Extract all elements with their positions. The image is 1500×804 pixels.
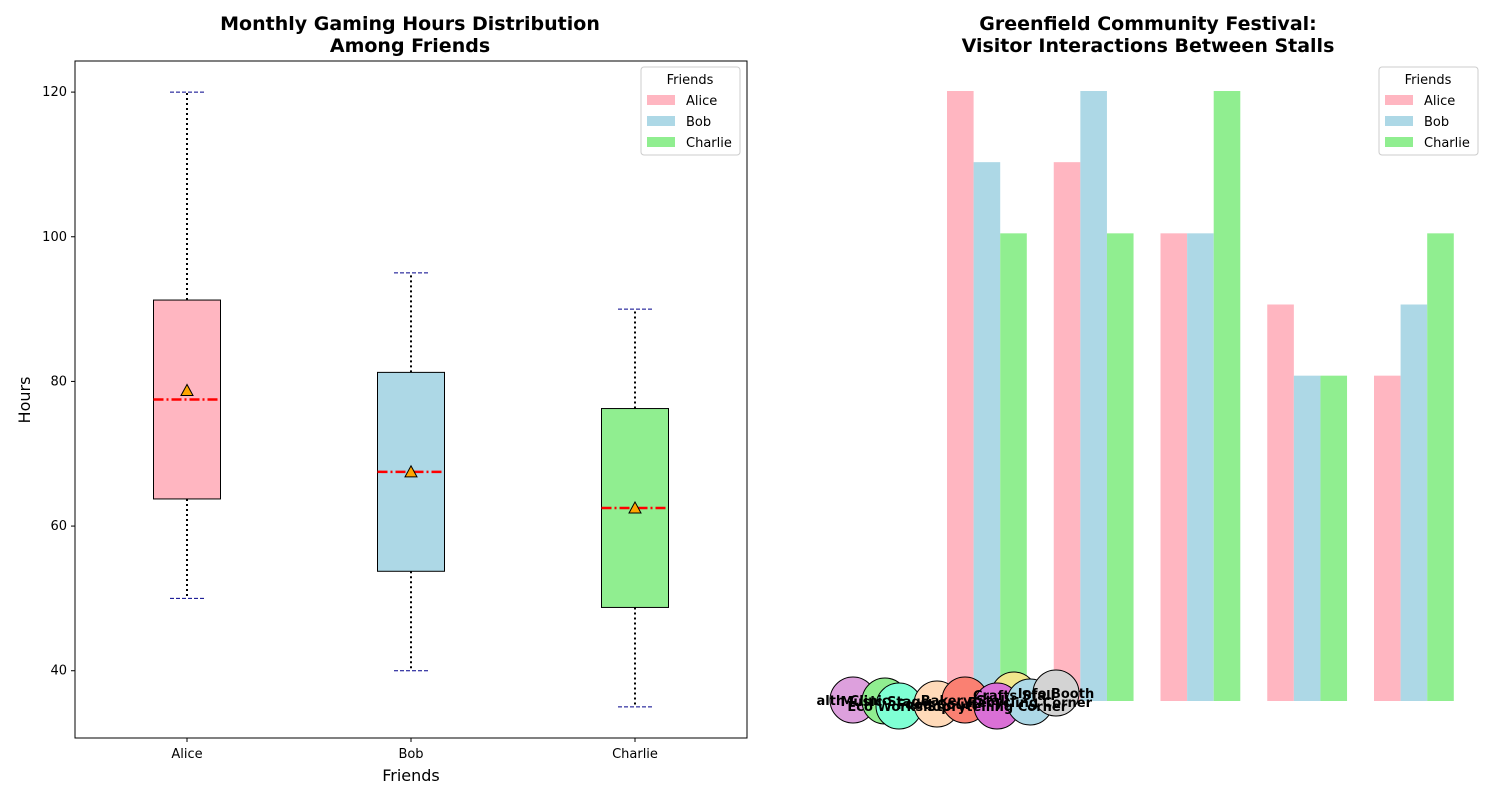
festival-legend-label-charlie: Charlie	[1424, 136, 1470, 151]
boxplot-ytick-label: 40	[50, 664, 67, 679]
boxplot-legend-label-alice: Alice	[686, 94, 717, 109]
boxplot-legend: Friends Alice Bob Charlie	[640, 66, 741, 156]
bar-bob-3	[1187, 233, 1214, 702]
network-node-label-8: Recycling Corner	[968, 696, 1093, 711]
boxplot-legend-label-bob: Bob	[686, 115, 711, 130]
bar-alice-1	[947, 91, 974, 701]
boxplot-legend-swatch-bob	[647, 116, 675, 126]
box-alice-mean-marker	[180, 383, 194, 396]
festival-title-line-2: Visitor Interactions Between Stalls	[962, 35, 1335, 57]
network-node-label-4: Food Court	[897, 698, 977, 713]
bar-charlie-4	[1320, 375, 1348, 701]
network-node-label-9: Info Booth	[1018, 687, 1094, 702]
boxplot-x-axis-label: Friends	[382, 766, 440, 785]
bar-charlie-2	[1106, 233, 1134, 702]
boxplot-plot-area: 40 60 80 100 120 Alice Bob Charlie	[42, 85, 669, 762]
festival-legend-swatch-alice	[1385, 95, 1413, 105]
festival-legend-swatch-bob	[1385, 116, 1413, 126]
boxplot-chart: Monthly Gaming Hours Distribution Among …	[15, 13, 748, 785]
boxplot-legend-frame	[640, 66, 741, 156]
bar-bob-4	[1293, 375, 1321, 701]
bar-bob-2	[1080, 91, 1107, 701]
boxplot-y-axis-label: Hours	[15, 377, 34, 424]
bar-alice-4	[1267, 304, 1294, 701]
festival-chart: Greenfield Community Festival: Visitor I…	[816, 13, 1479, 730]
boxplot-ytick-label: 120	[42, 85, 67, 100]
boxplot-xtick-label: Bob	[398, 747, 423, 762]
boxplot-legend-label-charlie: Charlie	[686, 136, 732, 151]
bar-charlie-5	[1427, 233, 1454, 702]
bar-alice-5	[1374, 375, 1401, 701]
network-node-label-5: Bakery Stall	[921, 694, 1009, 709]
boxplot-axes-frame	[74, 60, 748, 739]
boxplot-ytick-label: 80	[50, 374, 67, 389]
bar-charlie-3	[1213, 91, 1241, 701]
box-charlie-mean-marker	[628, 500, 642, 514]
boxplot-ytick-label: 100	[42, 230, 67, 245]
boxplot-title-line-2: Among Friends	[330, 35, 490, 57]
boxplot-legend-title: Friends	[667, 73, 714, 88]
festival-legend-title: Friends	[1405, 73, 1452, 88]
boxplot-legend-swatch-charlie	[647, 137, 675, 147]
festival-legend-swatch-charlie	[1385, 137, 1413, 147]
boxplot-title-line-1: Monthly Gaming Hours Distribution	[220, 13, 600, 35]
network-node-label-6: Crafts Stall	[973, 689, 1055, 704]
bar-bob-1	[973, 162, 1001, 701]
festival-title-line-1: Greenfield Community Festival:	[979, 13, 1317, 35]
festival-legend-frame	[1378, 66, 1479, 156]
boxplot-ytick-label: 60	[50, 519, 67, 534]
network-node-label-2: Music Stage	[840, 695, 929, 710]
boxplot-xtick-label: Charlie	[612, 747, 658, 762]
bar-charlie-1	[1000, 233, 1027, 702]
bar-alice-2	[1053, 162, 1081, 701]
bar-alice-3	[1160, 233, 1188, 702]
bar-bob-5	[1400, 304, 1428, 701]
network-node-label-3: Eco Workshop	[847, 700, 950, 715]
network-node-9	[1032, 669, 1080, 717]
festival-bar-area	[947, 91, 1454, 702]
festival-legend-label-alice: Alice	[1424, 94, 1455, 109]
festival-legend: Friends Alice Bob Charlie	[1378, 66, 1479, 156]
boxplot-legend-swatch-alice	[647, 95, 675, 105]
festival-legend-label-bob: Bob	[1424, 115, 1449, 130]
network-node-label-1: alth Clinic	[816, 694, 889, 709]
boxplot-xtick-label: Alice	[171, 747, 202, 762]
box-bob-mean-marker	[404, 464, 418, 478]
network-node-label-7: Storytelling Corner	[927, 700, 1068, 715]
